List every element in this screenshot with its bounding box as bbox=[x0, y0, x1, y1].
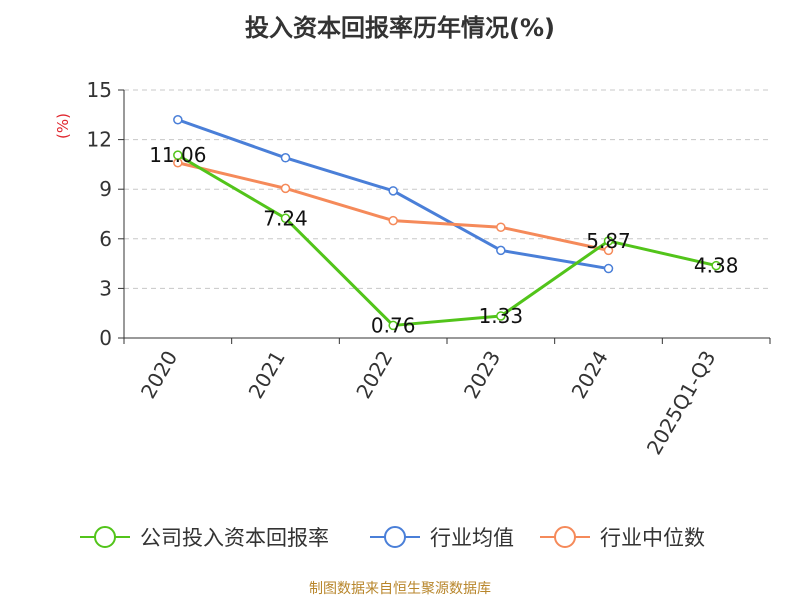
data-point bbox=[388, 186, 398, 196]
data-point bbox=[496, 245, 506, 256]
series-line bbox=[177, 153, 717, 327]
data-labels: 11.06 7.24 0.76 1.33 5.87 4.38 bbox=[149, 143, 738, 337]
legend-marker bbox=[384, 526, 406, 548]
data-point bbox=[280, 213, 291, 224]
data-label: 7.24 bbox=[263, 206, 308, 230]
data-label: 0.76 bbox=[371, 313, 416, 337]
data-point bbox=[496, 222, 506, 232]
y-tick-label: 3 bbox=[99, 276, 112, 300]
legend-label: 行业均值 bbox=[430, 526, 514, 550]
data-point bbox=[388, 215, 398, 226]
x-tick-label: 2024 bbox=[567, 347, 613, 403]
data-point bbox=[603, 245, 614, 256]
data-label: 5.87 bbox=[586, 229, 631, 253]
y-tick-label: 12 bbox=[87, 128, 112, 152]
x-tick-label: 2020 bbox=[136, 347, 182, 403]
data-point bbox=[711, 260, 721, 271]
data-point bbox=[388, 320, 398, 331]
data-point bbox=[603, 236, 614, 246]
x-tick-label: 2022 bbox=[351, 347, 397, 403]
y-tick-label: 9 bbox=[99, 177, 112, 201]
y-tick-label: 15 bbox=[87, 78, 112, 102]
x-tick-label: 2025Q1-Q3 bbox=[642, 347, 721, 459]
grid-lines bbox=[124, 89, 770, 289]
series-line bbox=[177, 161, 609, 252]
legend-label: 行业中位数 bbox=[600, 526, 705, 550]
x-tick-label: 2021 bbox=[244, 347, 290, 403]
legend: 公司投入资本回报率 行业均值 行业中位数 bbox=[80, 526, 705, 550]
axes: 0 3 6 9 12 15 (%) 2020 2021 2022 2023 2024 2025Q1-Q3 bbox=[54, 78, 771, 459]
data-label: 1.33 bbox=[479, 304, 524, 328]
chart-title: 投入资本回报率历年情况(%) bbox=[245, 14, 555, 42]
data-point bbox=[280, 183, 291, 194]
legend-marker bbox=[94, 526, 116, 548]
data-point bbox=[173, 115, 183, 125]
y-tick-label: 0 bbox=[99, 326, 112, 350]
data-point bbox=[280, 153, 291, 163]
y-tick-label: 6 bbox=[99, 227, 112, 251]
legend-marker bbox=[554, 526, 576, 548]
data-point bbox=[603, 263, 614, 274]
data-source-note: 制图数据来自恒生聚源数据库 bbox=[309, 581, 491, 597]
y-axis-unit-label: (%) bbox=[54, 113, 72, 139]
x-tick-label: 2023 bbox=[459, 347, 505, 403]
legend-label: 公司投入资本回报率 bbox=[140, 526, 329, 550]
series-lines bbox=[173, 115, 721, 331]
data-label: 11.06 bbox=[149, 143, 206, 167]
data-point bbox=[496, 311, 506, 321]
data-point bbox=[173, 150, 183, 160]
data-label: 4.38 bbox=[694, 254, 739, 278]
